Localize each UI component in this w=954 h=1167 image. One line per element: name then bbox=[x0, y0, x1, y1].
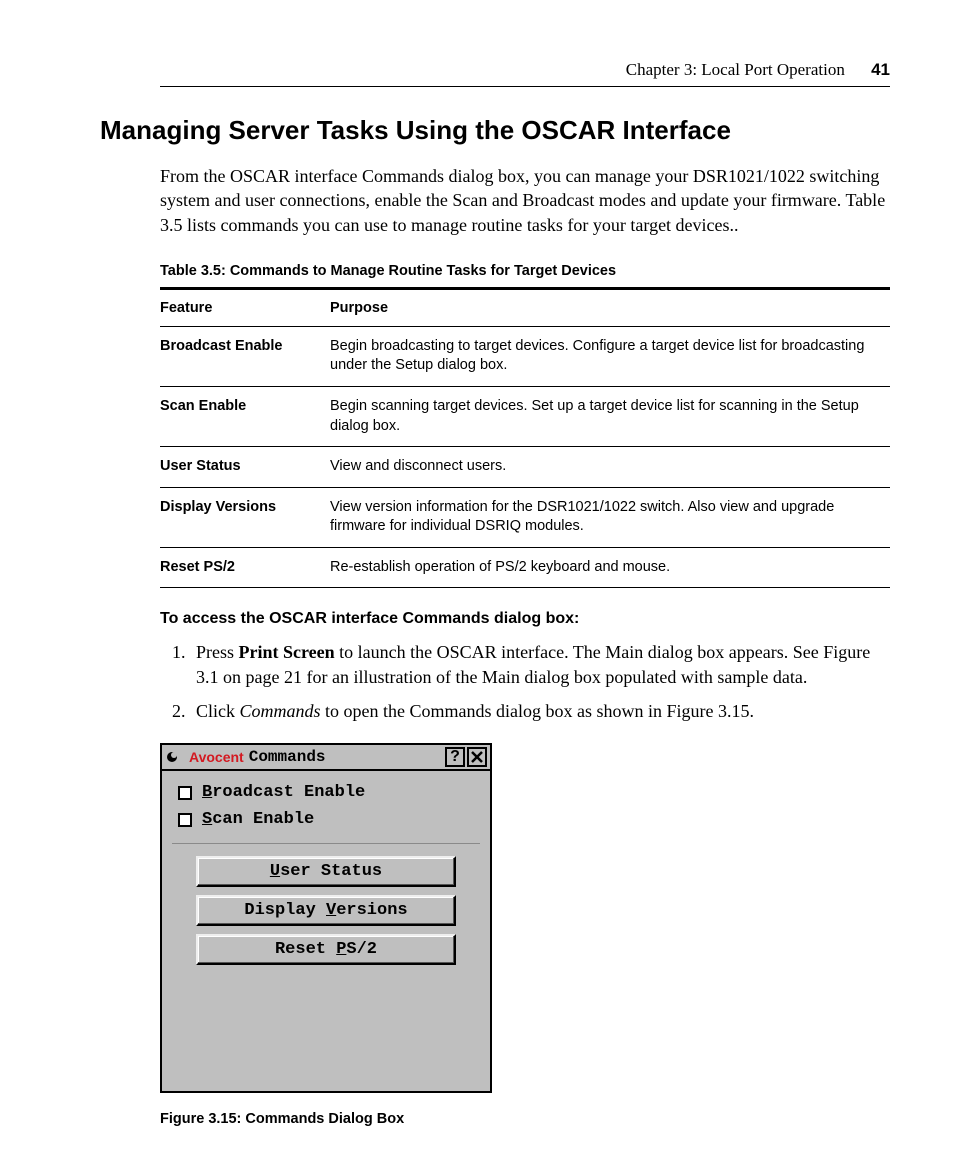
feature-cell: Broadcast Enable bbox=[160, 326, 330, 386]
table-row: Scan Enable Begin scanning target device… bbox=[160, 387, 890, 447]
feature-cell: Reset PS/2 bbox=[160, 547, 330, 588]
scan-enable-label: Scan Enable bbox=[202, 810, 314, 829]
checkbox-icon bbox=[178, 813, 192, 827]
dialog-inner: Broadcast Enable Scan Enable User Status… bbox=[162, 771, 490, 979]
page: Chapter 3: Local Port Operation 41 Manag… bbox=[0, 0, 954, 1167]
figure-dialog-wrap: Avocent Commands ? Broadcast Enable bbox=[160, 743, 890, 1093]
broadcast-enable-checkbox-row[interactable]: Broadcast Enable bbox=[172, 779, 480, 806]
help-button[interactable]: ? bbox=[445, 747, 465, 767]
section-heading: Managing Server Tasks Using the OSCAR In… bbox=[100, 115, 890, 146]
purpose-cell: Re-establish operation of PS/2 keyboard … bbox=[330, 547, 890, 588]
close-icon bbox=[470, 750, 484, 764]
table-row: Reset PS/2 Re-establish operation of PS/… bbox=[160, 547, 890, 588]
intro-paragraph: From the OSCAR interface Commands dialog… bbox=[160, 164, 890, 237]
col-feature: Feature bbox=[160, 288, 330, 326]
running-header: Chapter 3: Local Port Operation 41 bbox=[160, 60, 890, 87]
step-text: Click bbox=[196, 701, 240, 721]
col-purpose: Purpose bbox=[330, 288, 890, 326]
display-versions-button[interactable]: Display Versions bbox=[196, 895, 456, 926]
step-2: Click Commands to open the Commands dial… bbox=[190, 699, 890, 723]
step-1: Press Print Screen to launch the OSCAR i… bbox=[190, 640, 890, 689]
table-row: Broadcast Enable Begin broadcasting to t… bbox=[160, 326, 890, 386]
feature-cell: User Status bbox=[160, 447, 330, 488]
step-text: Press bbox=[196, 642, 239, 662]
feature-cell: Display Versions bbox=[160, 487, 330, 547]
close-button[interactable] bbox=[467, 747, 487, 767]
step-italic: Commands bbox=[240, 701, 321, 721]
commands-dialog: Avocent Commands ? Broadcast Enable bbox=[160, 743, 492, 1093]
broadcast-enable-label: Broadcast Enable bbox=[202, 783, 365, 802]
table-header-row: Feature Purpose bbox=[160, 288, 890, 326]
dialog-titlebar: Avocent Commands ? bbox=[162, 745, 490, 771]
commands-table: Feature Purpose Broadcast Enable Begin b… bbox=[160, 287, 890, 589]
procedure-heading: To access the OSCAR interface Commands d… bbox=[160, 610, 890, 628]
purpose-cell: View and disconnect users. bbox=[330, 447, 890, 488]
purpose-cell: Begin broadcasting to target devices. Co… bbox=[330, 326, 890, 386]
feature-cell: Scan Enable bbox=[160, 387, 330, 447]
table-row: Display Versions View version informatio… bbox=[160, 487, 890, 547]
checkbox-icon bbox=[178, 786, 192, 800]
scan-enable-checkbox-row[interactable]: Scan Enable bbox=[172, 806, 480, 833]
user-status-button[interactable]: User Status bbox=[196, 856, 456, 887]
chapter-label: Chapter 3: Local Port Operation bbox=[626, 60, 845, 79]
avocent-logo-icon bbox=[165, 748, 185, 766]
step-bold: Print Screen bbox=[239, 642, 335, 662]
purpose-cell: Begin scanning target devices. Set up a … bbox=[330, 387, 890, 447]
procedure-steps: Press Print Screen to launch the OSCAR i… bbox=[160, 640, 890, 723]
dialog-button-panel: User Status Display Versions Reset PS/2 bbox=[172, 843, 480, 969]
figure-caption: Figure 3.15: Commands Dialog Box bbox=[160, 1111, 890, 1127]
purpose-cell: View version information for the DSR1021… bbox=[330, 487, 890, 547]
reset-ps2-button[interactable]: Reset PS/2 bbox=[196, 934, 456, 965]
dialog-title: Commands bbox=[249, 748, 326, 766]
table-row: User Status View and disconnect users. bbox=[160, 447, 890, 488]
page-number: 41 bbox=[871, 60, 890, 79]
step-text: to open the Commands dialog box as shown… bbox=[321, 701, 754, 721]
table-caption: Table 3.5: Commands to Manage Routine Ta… bbox=[160, 263, 890, 279]
dialog-brand: Avocent bbox=[189, 749, 244, 765]
dialog-empty-area bbox=[162, 979, 490, 1091]
